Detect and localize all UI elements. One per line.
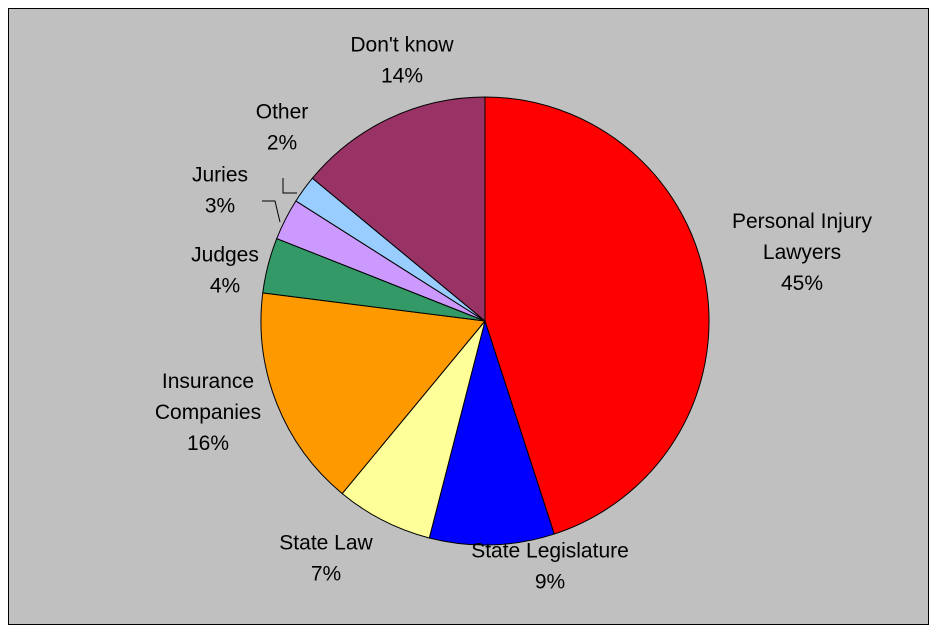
leader-juries — [262, 200, 281, 223]
slice-value-label: 3% — [205, 195, 235, 218]
slice-value-label: 45% — [781, 272, 823, 295]
slice-name-label: Other — [256, 101, 309, 124]
slice-name-label: Don't know — [350, 34, 454, 57]
label-state-law: State Law 7% — [279, 532, 373, 586]
label-judges: Judges 4% — [191, 244, 259, 298]
slice-value-label: 7% — [311, 563, 341, 586]
slice-value-label: 16% — [187, 432, 229, 455]
slice-labels: Personal Injury Lawyers 45% State Legislatu… — [155, 34, 873, 594]
label-personal-injury-lawyers: Personal Injury Lawyers 45% — [732, 210, 873, 295]
slice-name-label: State Legislature — [471, 540, 629, 563]
slice-personal-injury-lawyers — [484, 96, 710, 535]
slice-name-label: State Law — [279, 532, 373, 555]
slice-value-label: 9% — [535, 571, 565, 594]
slice-name-label: Judges — [191, 244, 259, 267]
slice-don-t-know — [311, 96, 486, 323]
leader-other — [282, 178, 297, 194]
label-juries: Juries 3% — [192, 164, 248, 218]
slice-insurance-companies — [260, 292, 486, 495]
slice-value-label: 2% — [267, 132, 297, 155]
slice-name-label: Lawyers — [763, 241, 841, 264]
slice-value-label: 14% — [381, 65, 423, 88]
slice-name-label: Juries — [192, 164, 248, 187]
slice-value-label: 4% — [210, 275, 240, 298]
label-don-t-know: Don't know 14% — [350, 34, 454, 88]
slice-name-label: Personal Injury — [732, 210, 873, 233]
pie-slices — [260, 96, 710, 546]
slice-state-legislature — [428, 319, 555, 546]
slice-name-label: Companies — [155, 401, 261, 424]
label-state-legislature: State Legislature 9% — [471, 540, 629, 594]
leader-lines — [262, 178, 297, 223]
label-other: Other 2% — [256, 101, 309, 155]
label-insurance-companies: Insurance Companies 16% — [155, 370, 261, 455]
slice-name-label: Insurance — [162, 370, 254, 393]
